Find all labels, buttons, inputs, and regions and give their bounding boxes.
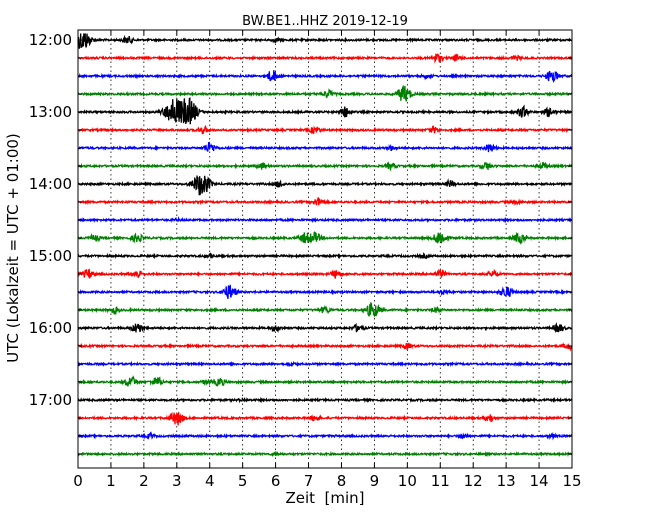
trace-1745 [77, 450, 573, 458]
trace-1630 [77, 360, 573, 368]
trace-1200 [77, 32, 573, 49]
trace-1300 [77, 97, 573, 125]
trace-1315 [77, 125, 573, 135]
y-tick-label: 13:00 [29, 103, 72, 121]
trace-1545 [77, 302, 573, 318]
y-tick-label: 17:00 [29, 391, 72, 409]
trace-1530 [77, 284, 573, 299]
chart-title: BW.BE1..HHZ 2019-12-19 [242, 14, 408, 29]
x-tick-label: 10 [398, 472, 417, 490]
trace-1345 [77, 161, 573, 172]
x-tick-label: 2 [139, 472, 149, 490]
y-tick-label: 16:00 [29, 319, 72, 337]
trace-1415 [77, 197, 573, 207]
trace-1515 [77, 268, 573, 279]
trace-1600 [77, 321, 573, 334]
trace-1615 [77, 342, 573, 352]
y-tick-label: 15:00 [29, 247, 72, 265]
y-axis-label: UTC (Lokalzeit = UTC + 01:00) [4, 133, 22, 363]
trace-1700 [77, 396, 573, 404]
x-tick-label: 14 [530, 472, 549, 490]
x-tick-label: 1 [106, 472, 116, 490]
y-tick-label: 12:00 [29, 31, 72, 49]
x-tick-label: 12 [464, 472, 483, 490]
x-tick-label: 4 [205, 472, 215, 490]
x-axis-label: Zeit [min] [285, 489, 364, 507]
trace-1215 [77, 53, 573, 64]
x-tick-label: 6 [271, 472, 281, 490]
x-tick-label: 9 [370, 472, 380, 490]
trace-1230 [77, 70, 573, 83]
trace-1715 [77, 411, 573, 426]
trace-1730 [77, 431, 573, 441]
x-tick-label: 8 [337, 472, 347, 490]
x-tick-label: 7 [304, 472, 314, 490]
y-axis-ticks: 12:00 13:00 14:00 15:00 16:00 17:00 [29, 31, 572, 455]
trace-1245 [77, 84, 573, 102]
trace-1645 [77, 375, 573, 387]
x-axis-ticks: 0 1 2 3 4 5 6 7 8 9 10 11 12 13 14 15 [73, 30, 582, 490]
x-tick-label: 5 [238, 472, 248, 490]
trace-1430 [77, 215, 573, 224]
plot-frame [77, 29, 573, 469]
trace-1445 [77, 231, 573, 245]
trace-1400 [77, 175, 573, 196]
x-tick-label: 0 [73, 472, 83, 490]
x-tick-label: 11 [431, 472, 450, 490]
x-tick-label: 3 [172, 472, 182, 490]
trace-group [77, 32, 573, 458]
x-grid [110, 30, 540, 468]
x-tick-label: 15 [562, 472, 581, 490]
trace-1330 [77, 141, 573, 153]
trace-1500 [77, 252, 573, 260]
y-tick-label: 14:00 [29, 175, 72, 193]
x-tick-label: 13 [497, 472, 516, 490]
